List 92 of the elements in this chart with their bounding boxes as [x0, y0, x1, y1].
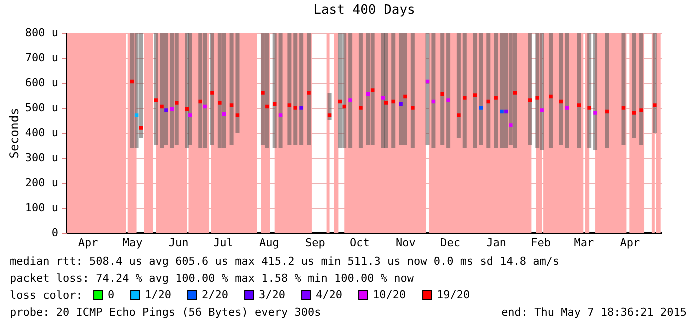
legend-label: 4/20 [316, 288, 342, 302]
point [509, 124, 513, 128]
point [606, 110, 610, 114]
point [565, 106, 570, 110]
text: median rtt: 508.4 us avg 605.6 us max 415.2 us min 511.3 us now 0.0 ms sd 14.8 am/s [10, 255, 560, 268]
chart-title: Last 400 Days [314, 3, 416, 18]
point [384, 101, 388, 105]
point [300, 106, 304, 110]
text: probe: 20 ICMP Echo Pings (56 Bytes) every 300s [10, 306, 322, 319]
y-tick-label: 500 u [25, 102, 58, 114]
point [218, 101, 222, 105]
point [577, 104, 582, 108]
point [463, 96, 467, 100]
point [473, 94, 478, 98]
point [494, 96, 498, 100]
legend-label: 3/20 [259, 288, 286, 302]
point [540, 108, 544, 112]
point [188, 114, 192, 118]
point [236, 114, 240, 118]
point [139, 126, 144, 130]
x-tick-label: Aug [259, 236, 280, 250]
point [536, 96, 540, 100]
point [479, 106, 484, 110]
y-tick-label: 100 u [25, 202, 58, 214]
point [588, 106, 592, 110]
legend-label: 19/20 [437, 288, 470, 302]
point [288, 104, 292, 108]
point [381, 96, 386, 100]
point [440, 92, 444, 96]
point [513, 91, 518, 95]
point [632, 111, 636, 115]
y-tick-label: 800 u [25, 26, 58, 40]
point [622, 106, 626, 110]
text: end: Thu May 7 18:36:21 2015 [502, 306, 687, 319]
x-tick-label: Sep [305, 236, 326, 250]
x-tick-label: Feb [531, 236, 552, 250]
point [154, 98, 158, 102]
point [307, 91, 311, 95]
point [174, 101, 179, 105]
point [203, 104, 207, 109]
point [359, 106, 363, 110]
point [653, 104, 657, 108]
point [278, 114, 283, 118]
y-tick-label: 300 u [25, 152, 58, 164]
point [457, 114, 461, 118]
point [392, 100, 396, 104]
x-tick-label: Mar [574, 236, 594, 250]
point [348, 98, 352, 102]
legend-label: 1/20 [145, 288, 172, 302]
text: packet loss: 74.24 % avg 100.00 % max 1.58 % min 100.00 % now [10, 272, 414, 285]
legend-label: 0 [108, 288, 115, 302]
point [134, 114, 139, 118]
point [549, 94, 553, 99]
legend-label: 10/20 [373, 288, 406, 302]
point [230, 104, 234, 108]
x-tick-label: Apr [620, 236, 640, 250]
point [446, 98, 450, 102]
point [266, 104, 270, 109]
point [528, 98, 532, 102]
point [404, 94, 408, 99]
point [328, 114, 332, 118]
x-tick-label: Jul [213, 236, 234, 250]
point [594, 111, 598, 115]
point [411, 106, 415, 110]
y-axis-title: Seconds [7, 108, 22, 159]
x-tick-label: Oct [350, 236, 370, 250]
point [164, 108, 168, 112]
point [294, 106, 298, 110]
x-tick-label: Jan [486, 236, 506, 250]
point [261, 91, 265, 95]
y-tick-label: 200 u [25, 176, 58, 190]
point [160, 104, 164, 109]
point [500, 110, 504, 114]
y-tick-label: 400 u [25, 126, 58, 140]
y-tick-label: 700 u [25, 52, 58, 64]
point [170, 107, 174, 112]
legend-title: loss color: [10, 289, 83, 302]
y-tick-label: 0 [52, 226, 58, 240]
x-tick-label: Jun [168, 236, 189, 250]
point [560, 100, 564, 104]
x-tick-label: Dec [440, 236, 460, 250]
point [370, 88, 375, 92]
point [504, 110, 508, 114]
legend-label: 2/20 [202, 288, 228, 302]
point [198, 100, 202, 104]
y-tick-label: 600 u [25, 76, 58, 90]
point [210, 91, 214, 95]
x-tick-label: May [122, 236, 144, 250]
x-tick-label: Nov [396, 236, 416, 250]
x-tick-label: Apr [78, 236, 99, 250]
point [640, 108, 644, 112]
point [399, 102, 403, 106]
